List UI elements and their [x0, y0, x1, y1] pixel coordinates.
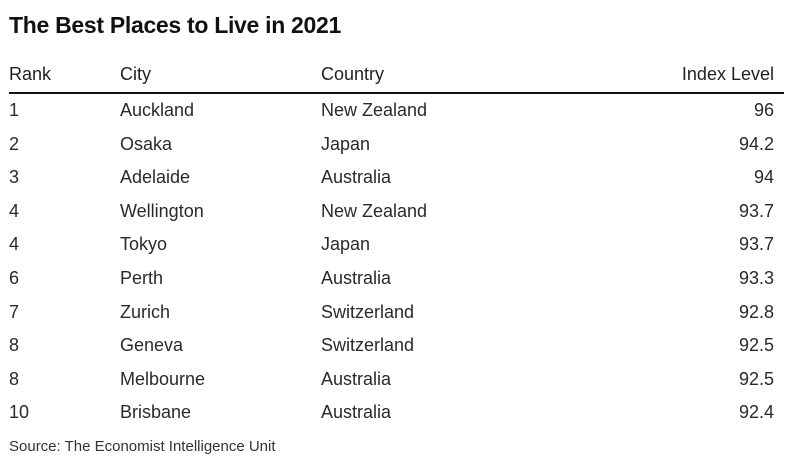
table-row: 4 Wellington New Zealand 93.7 — [9, 195, 784, 229]
cell-index-level: 93.7 — [738, 200, 774, 221]
cell-country: Switzerland — [321, 335, 415, 356]
cell-city: Melbourne — [120, 368, 206, 389]
cell-city: Geneva — [120, 335, 184, 356]
cell-rank: 7 — [9, 301, 20, 322]
cell-city: Tokyo — [120, 234, 168, 255]
cell-index-level: 93.3 — [738, 267, 774, 288]
table-row: 1 Auckland New Zealand 96 — [9, 94, 784, 128]
table-row: 8 Geneva Switzerland 92.5 — [9, 329, 784, 363]
table-row: 4 Tokyo Japan 93.7 — [9, 228, 784, 262]
table-row: 2 Osaka Japan 94.2 — [9, 128, 784, 162]
chart-title: The Best Places to Live in 2021 — [9, 12, 342, 38]
cell-rank: 10 — [9, 402, 30, 423]
cell-index-level: 92.4 — [738, 402, 774, 423]
column-header-city: City — [120, 64, 151, 84]
cell-rank: 6 — [9, 267, 20, 288]
cell-country: New Zealand — [321, 100, 428, 120]
cell-city: Brisbane — [120, 402, 192, 423]
cell-country: Japan — [321, 234, 371, 255]
cell-rank: 8 — [9, 335, 20, 356]
cell-country: Australia — [321, 167, 392, 188]
table-row: 10 Brisbane Australia 92.4 — [9, 396, 784, 430]
cell-country: New Zealand — [321, 200, 428, 221]
column-header-country: Country — [321, 64, 385, 84]
table-row: 7 Zurich Switzerland 92.8 — [9, 296, 784, 330]
cell-country: Switzerland — [321, 301, 415, 322]
column-header-index-level: Index Level — [681, 64, 774, 84]
ranking-table: Rank City Country Index Level 1 Auckland N… — [9, 59, 784, 430]
cell-country: Japan — [321, 133, 371, 154]
cell-rank: 4 — [9, 200, 20, 221]
cell-index-level: 93.7 — [738, 234, 774, 255]
cell-city: Perth — [120, 267, 164, 288]
cell-index-level: 92.5 — [738, 335, 774, 356]
cell-rank: 4 — [9, 234, 20, 255]
cell-city: Adelaide — [120, 167, 191, 188]
cell-rank: 3 — [9, 167, 20, 188]
source-note: Source: The Economist Intelligence Unit — [9, 438, 276, 455]
cell-country: Australia — [321, 267, 392, 288]
cell-index-level: 92.8 — [738, 301, 774, 322]
column-header-rank: Rank — [9, 64, 52, 84]
table-row: 3 Adelaide Australia 94 — [9, 161, 784, 195]
cell-city: Zurich — [120, 301, 171, 322]
cell-city: Wellington — [120, 200, 204, 221]
table-row: 6 Perth Australia 93.3 — [9, 262, 784, 296]
table-row: 8 Melbourne Australia 92.5 — [9, 363, 784, 397]
cell-city: Auckland — [120, 100, 195, 120]
cell-rank: 1 — [9, 100, 20, 120]
table-header-row: Rank City Country Index Level — [9, 59, 784, 94]
cell-rank: 8 — [9, 368, 20, 389]
cell-country: Australia — [321, 402, 392, 423]
table-body: 1 Auckland New Zealand 96 2 Osaka Japan 94.2 3 Ad… — [9, 94, 784, 430]
cell-country: Australia — [321, 368, 392, 389]
cell-index-level: 96 — [753, 100, 774, 120]
cell-city: Osaka — [120, 133, 173, 154]
cell-index-level: 92.5 — [738, 368, 774, 389]
cell-rank: 2 — [9, 133, 20, 154]
cell-index-level: 94 — [753, 167, 774, 188]
cell-index-level: 94.2 — [738, 133, 774, 154]
